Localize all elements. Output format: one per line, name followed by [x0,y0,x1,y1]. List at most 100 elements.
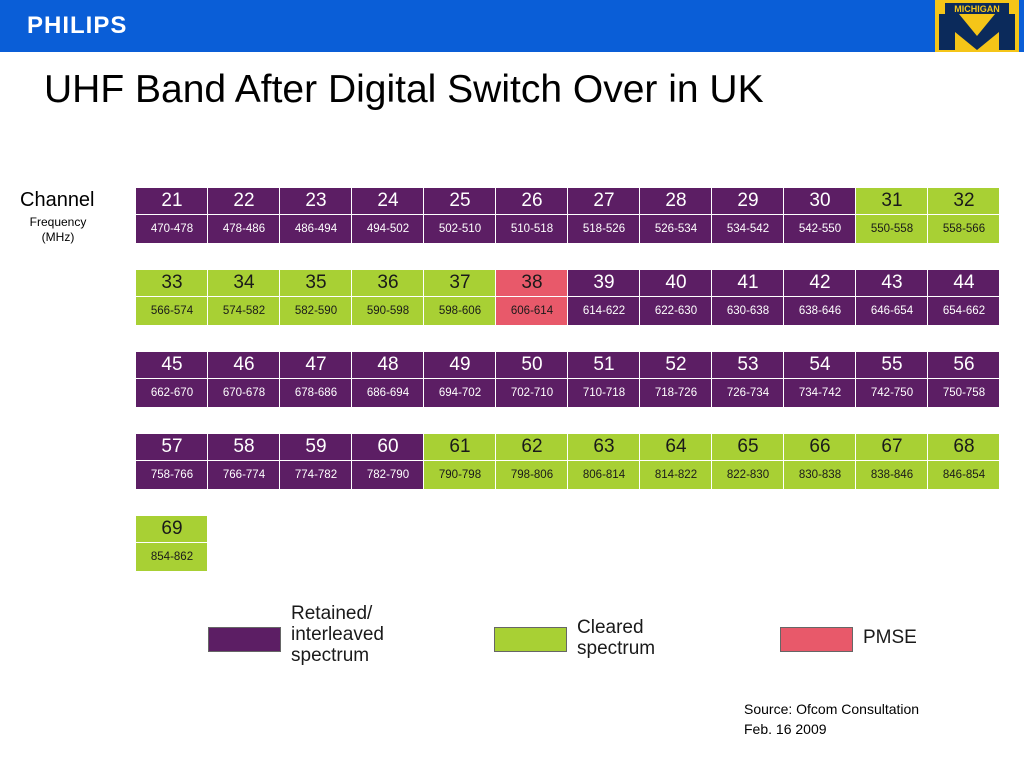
channel-number: 42 [784,270,856,296]
channel-number: 41 [712,270,784,296]
channel-number: 66 [784,434,856,460]
channel-cell-61: 61 790-798 [424,434,496,489]
cell-divider [279,434,280,489]
channel-frequency: 470-478 [136,215,208,243]
legend-cleared-line: spectrum [577,638,656,659]
channel-number: 29 [712,188,784,214]
header-bar: PHILIPS MICHIGAN [0,0,1024,52]
channel-frequency: 486-494 [280,215,352,243]
channel-cell-57: 57 758-766 [136,434,208,489]
cell-divider [279,352,280,407]
cell-divider [207,516,208,571]
channel-number: 27 [568,188,640,214]
source-date: Feb. 16 2009 [744,721,827,737]
channel-frequency: 694-702 [424,379,496,407]
channel-cell-39: 39 614-622 [568,270,640,325]
channel-number: 61 [424,434,496,460]
channel-frequency: 742-750 [856,379,928,407]
cell-divider [639,434,640,489]
channel-frequency: 574-582 [208,297,280,325]
channel-cell-45: 45 662-670 [136,352,208,407]
cell-divider [927,352,928,407]
channel-cell-69: 69 854-862 [136,516,208,571]
channel-number: 31 [856,188,928,214]
channel-number: 35 [280,270,352,296]
cell-divider [495,352,496,407]
michigan-logo: MICHIGAN [935,0,1019,52]
channel-frequency: 526-534 [640,215,712,243]
channel-frequency: 798-806 [496,461,568,489]
channel-frequency: 686-694 [352,379,424,407]
channel-frequency: 606-614 [496,297,568,325]
channel-cell-50: 50 702-710 [496,352,568,407]
channel-cell-66: 66 830-838 [784,434,856,489]
channel-cell-67: 67 838-846 [856,434,928,489]
channel-cell-51: 51 710-718 [568,352,640,407]
cell-divider [567,434,568,489]
cell-divider [999,352,1000,407]
channel-number: 43 [856,270,928,296]
cell-divider [207,352,208,407]
channel-cell-44: 44 654-662 [928,270,1000,325]
channel-cell-36: 36 590-598 [352,270,424,325]
channel-number: 45 [136,352,208,378]
channel-number: 22 [208,188,280,214]
cell-divider [855,352,856,407]
cell-divider [927,188,928,243]
channel-number: 34 [208,270,280,296]
channel-cell-53: 53 726-734 [712,352,784,407]
channel-cell-22: 22 478-486 [208,188,280,243]
channel-number: 51 [568,352,640,378]
legend-swatch-retained [208,627,281,652]
channel-frequency: 534-542 [712,215,784,243]
cell-divider [639,188,640,243]
page-title: UHF Band After Digital Switch Over in UK [44,68,764,111]
cell-divider [351,270,352,325]
channel-frequency: 558-566 [928,215,1000,243]
channel-cell-60: 60 782-790 [352,434,424,489]
channel-number: 21 [136,188,208,214]
channel-cell-42: 42 638-646 [784,270,856,325]
cell-divider [423,270,424,325]
channel-frequency: 622-630 [640,297,712,325]
legend-retained-line: interleaved [291,624,384,645]
channel-number: 39 [568,270,640,296]
channel-cell-34: 34 574-582 [208,270,280,325]
channel-number: 57 [136,434,208,460]
channel-number: 38 [496,270,568,296]
channel-frequency: 494-502 [352,215,424,243]
channel-cell-47: 47 678-686 [280,352,352,407]
channel-cell-49: 49 694-702 [424,352,496,407]
channel-number: 33 [136,270,208,296]
channel-frequency: 782-790 [352,461,424,489]
channel-frequency: 854-862 [136,543,208,571]
legend-label-pmse: PMSE [863,627,917,648]
cell-divider [711,188,712,243]
channel-number: 53 [712,352,784,378]
channel-cell-26: 26 510-518 [496,188,568,243]
channel-cell-68: 68 846-854 [928,434,1000,489]
channel-number: 37 [424,270,496,296]
channel-cell-63: 63 806-814 [568,434,640,489]
channel-frequency: 814-822 [640,461,712,489]
channel-frequency: 582-590 [280,297,352,325]
cell-divider [207,270,208,325]
channel-number: 55 [856,352,928,378]
channel-frequency: 822-830 [712,461,784,489]
cell-divider [423,434,424,489]
channel-frequency: 662-670 [136,379,208,407]
legend-pmse-line: PMSE [863,627,917,648]
channel-cell-30: 30 542-550 [784,188,856,243]
cell-divider [711,352,712,407]
cell-divider [783,270,784,325]
channel-frequency: 502-510 [424,215,496,243]
channel-frequency: 758-766 [136,461,208,489]
channel-number: 47 [280,352,352,378]
cell-divider [999,270,1000,325]
channel-number: 24 [352,188,424,214]
channel-cell-54: 54 734-742 [784,352,856,407]
cell-divider [495,270,496,325]
channel-frequency: 478-486 [208,215,280,243]
channel-number: 30 [784,188,856,214]
cell-divider [999,188,1000,243]
